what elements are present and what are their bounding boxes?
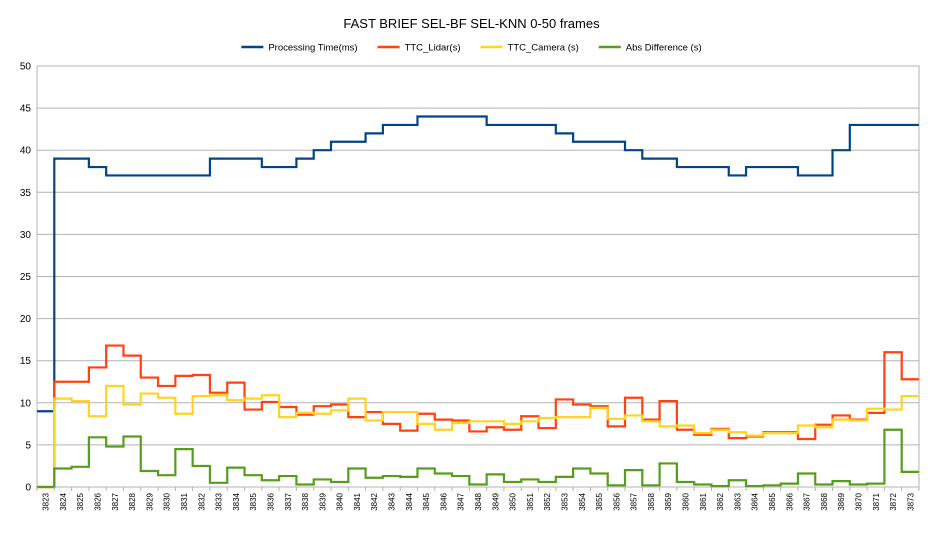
x-tick-label: 3864 bbox=[751, 492, 760, 510]
x-tick-label: 3846 bbox=[439, 492, 448, 510]
x-tick-label: 3831 bbox=[180, 492, 189, 510]
y-tick-label: 5 bbox=[25, 440, 31, 451]
y-tick-label: 30 bbox=[20, 230, 32, 241]
x-tick-label: 3866 bbox=[785, 492, 794, 510]
x-tick-label: 3832 bbox=[197, 492, 206, 510]
y-tick-label: 20 bbox=[20, 314, 32, 325]
x-tick-label: 3835 bbox=[249, 492, 258, 510]
x-tick-label: 3824 bbox=[59, 492, 68, 510]
y-tick-label: 10 bbox=[20, 398, 32, 409]
x-tick-label: 3827 bbox=[111, 492, 120, 510]
legend-label: TTC_Lidar(s) bbox=[405, 43, 461, 54]
x-tick-label: 3850 bbox=[509, 492, 518, 510]
series-line bbox=[37, 115, 919, 413]
legend: Processing Time(ms) TTC_Lidar(s) TTC_Camer… bbox=[241, 43, 702, 54]
x-tick-label: 3836 bbox=[266, 492, 275, 510]
x-tick-label: 3863 bbox=[733, 492, 742, 510]
y-tick-label: 50 bbox=[20, 62, 32, 73]
x-tick-label: 3854 bbox=[578, 492, 587, 510]
x-tick-label: 3867 bbox=[803, 492, 812, 510]
x-tick-label: 3868 bbox=[820, 492, 829, 510]
x-tick-label: 3862 bbox=[716, 492, 725, 510]
x-tick-label: 3844 bbox=[405, 492, 414, 510]
legend-label: TTC_Camera (s) bbox=[508, 43, 579, 54]
x-tick-label: 3839 bbox=[318, 492, 327, 510]
x-tick-label: 3834 bbox=[232, 492, 241, 510]
x-tick-label: 3840 bbox=[336, 492, 345, 510]
x-tick-label: 3851 bbox=[526, 492, 535, 510]
x-tick-label: 3829 bbox=[145, 492, 154, 510]
y-tick-label: 35 bbox=[20, 188, 32, 199]
x-tick-label: 3848 bbox=[474, 492, 483, 510]
x-tick-label: 3838 bbox=[301, 492, 310, 510]
x-tick-label: 3845 bbox=[422, 492, 431, 510]
x-tick-label: 3871 bbox=[872, 492, 881, 510]
x-tick-label: 3852 bbox=[543, 492, 552, 510]
x-tick-label: 3853 bbox=[560, 492, 569, 510]
y-tick-label: 0 bbox=[25, 483, 31, 494]
legend-label: Abs Difference (s) bbox=[626, 43, 702, 54]
x-tick-label: 3857 bbox=[630, 492, 639, 510]
y-tick-label: 45 bbox=[20, 104, 32, 115]
x-tick-label: 3837 bbox=[284, 492, 293, 510]
x-tick-label: 3872 bbox=[889, 492, 898, 510]
x-tick-label: 3825 bbox=[76, 492, 85, 510]
x-tick-label: 3861 bbox=[699, 492, 708, 510]
x-tick-label: 3842 bbox=[370, 492, 379, 510]
x-tick-label: 3847 bbox=[457, 492, 466, 510]
x-tick-label: 3843 bbox=[388, 492, 397, 510]
x-tick-label: 3869 bbox=[837, 492, 846, 510]
y-tick-label: 25 bbox=[20, 272, 32, 283]
x-tick-label: 3873 bbox=[906, 492, 915, 510]
x-tick-label: 3823 bbox=[42, 492, 51, 510]
x-tick-label: 3865 bbox=[768, 492, 777, 510]
grid-lines bbox=[36, 65, 920, 488]
series-lines bbox=[37, 115, 919, 489]
y-tick-label: 40 bbox=[20, 146, 32, 157]
y-tick-label: 15 bbox=[20, 356, 32, 367]
x-tick-label: 3830 bbox=[163, 492, 172, 510]
x-tick-label: 3860 bbox=[682, 492, 691, 510]
x-tick-label: 3856 bbox=[612, 492, 621, 510]
x-tick-label: 3841 bbox=[353, 492, 362, 510]
x-tick-label: 3858 bbox=[647, 492, 656, 510]
axes: 0 5 10 15 20 25 30 35 40 45 50 3823 3824 3825 3826 3827… bbox=[20, 62, 920, 511]
x-tick-label: 3849 bbox=[491, 492, 500, 510]
x-tick-label: 3870 bbox=[854, 492, 863, 510]
x-tick-label: 3859 bbox=[664, 492, 673, 510]
x-tick-label: 3826 bbox=[94, 492, 103, 510]
x-tick-label: 3833 bbox=[215, 492, 224, 510]
x-tick-label: 3828 bbox=[128, 492, 137, 510]
x-tick-label: 3855 bbox=[595, 492, 604, 510]
chart-title: FAST BRIEF SEL-BF SEL-KNN 0-50 frames bbox=[343, 16, 600, 31]
series-line bbox=[37, 428, 919, 489]
series-line bbox=[37, 384, 919, 489]
legend-label: Processing Time(ms) bbox=[268, 43, 357, 54]
